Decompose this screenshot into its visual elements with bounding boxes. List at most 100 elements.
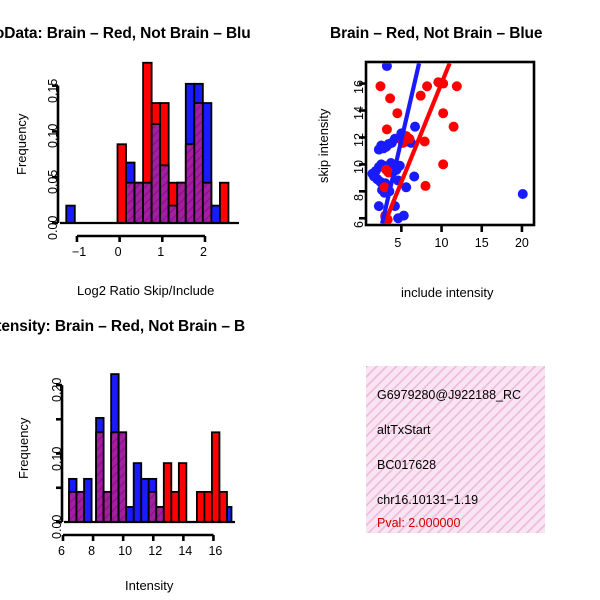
scatter-xlabel: include intensity (401, 285, 494, 300)
y-tick-label: 0.10 (46, 124, 60, 149)
histogram-bar (170, 490, 180, 523)
pval-line: Pval: 2.000000 (377, 516, 461, 530)
y-tick-label: 0.00 (50, 514, 64, 539)
intensity-histogram-title: ne Itensity: Brain – Red, Not Brain – B (0, 318, 246, 335)
scatter-point (398, 210, 409, 221)
scatter-point (401, 182, 412, 193)
histogram-bar-overlap (193, 102, 204, 224)
x-tick-label: 1 (157, 245, 165, 259)
scatter-point (409, 171, 420, 182)
ratio-histogram-title: RatioData: Brain – Red, Not Brain – Blu (0, 25, 251, 42)
info-line: chr16.10131−1.19 (377, 493, 479, 507)
x-tick-label: 6 (57, 544, 65, 558)
histogram-bar (219, 181, 230, 224)
x-tick-label: 2 (199, 245, 207, 259)
scatter-point (383, 167, 394, 178)
x-tick-label: 20 (514, 236, 529, 250)
scatter-plot (359, 60, 536, 232)
histogram-bar (116, 143, 127, 224)
scatter-point (517, 189, 528, 200)
scatter-point (419, 136, 430, 147)
histogram-bar-overlap (155, 506, 165, 523)
intensity-histogram-axes (56, 383, 235, 541)
x-tick-label: 14 (178, 544, 193, 558)
scatter-point (376, 140, 387, 151)
histogram-bar-overlap (167, 204, 179, 224)
scatter-point (410, 121, 421, 132)
y-tick-label: 16 (352, 79, 366, 94)
annotation-info-panel: G6979280@J922188_RC altTxStart BC017628 chr… (366, 366, 545, 533)
scatter-point (375, 81, 386, 92)
histogram-bar (218, 490, 228, 523)
scatter-point (379, 182, 390, 193)
scatter-point (420, 180, 431, 191)
scatter-points (367, 63, 528, 224)
y-tick-label: 6 (352, 221, 366, 229)
histogram-bar-overlap (75, 490, 85, 523)
regression-line (380, 63, 422, 224)
histogram-bar (140, 477, 150, 523)
histogram-bar (210, 204, 221, 224)
intensity-histogram-panel: ne Itensity: Brain – Red, Not Brain – B … (0, 300, 300, 600)
histogram-bar (177, 462, 188, 523)
histogram-bar (125, 506, 135, 523)
scatter-point (451, 81, 462, 92)
histogram-bar-overlap (201, 181, 213, 224)
histogram-bar-overlap (147, 490, 158, 523)
scatter-point (438, 159, 449, 170)
scatter-point (422, 81, 433, 92)
histogram-bar-overlap (110, 431, 120, 523)
histogram-bar-overlap (95, 431, 105, 523)
histogram-bar-overlap (125, 181, 136, 224)
histogram-bar (132, 462, 143, 523)
info-line: G6979280@J922188_RC (377, 388, 522, 402)
info-panel-background (366, 366, 545, 533)
ratio-histogram-plot (52, 61, 239, 242)
ratio-histogram-bars (65, 61, 230, 224)
ratio-histogram-xlabel: Log2 Ratio Skip/Include (77, 283, 215, 298)
intensity-histogram-plot (56, 373, 235, 541)
histogram-bar-overlap (184, 143, 196, 224)
scatter-point (448, 121, 459, 132)
scatter-point (385, 93, 396, 104)
scatter-point (373, 201, 384, 212)
y-tick-label: 0.00 (46, 215, 60, 240)
histogram-bar-overlap (117, 431, 128, 523)
histogram-bar (83, 477, 93, 523)
y-tick-label: 8 (352, 194, 366, 202)
y-tick-label: 10 (352, 160, 366, 175)
y-tick-label: 0.10 (50, 446, 64, 471)
scatter-axes (359, 82, 524, 232)
x-tick-label: 5 (394, 236, 402, 250)
histogram-bar (203, 490, 213, 523)
x-tick-label: 8 (88, 544, 96, 558)
regression-line (382, 63, 452, 224)
scatter-point (369, 171, 380, 182)
scatter-fit-lines (380, 63, 452, 224)
y-tick-label: 0.20 (50, 377, 64, 403)
histogram-bar (195, 490, 206, 523)
scatter-panel: Brain – Red, Not Brain – Blue skip inten… (300, 0, 600, 300)
histogram-bar (65, 204, 76, 224)
x-tick-label: 10 (118, 544, 133, 558)
x-tick-label: −1 (71, 245, 87, 259)
histogram-bar (211, 431, 221, 523)
histogram-bar-overlap (150, 123, 162, 224)
scatter-point (381, 63, 392, 72)
x-tick-label: 16 (208, 544, 223, 558)
scatter-point (415, 90, 426, 101)
histogram-bar-overlap (68, 490, 78, 523)
plot-frame (364, 60, 536, 227)
y-tick-label: 12 (352, 133, 366, 148)
ratio-histogram-axes (52, 84, 239, 242)
scatter-title: Brain – Red, Not Brain – Blue (330, 25, 543, 42)
histogram-bar-overlap (102, 490, 113, 523)
x-tick-label: 0 (114, 245, 122, 259)
x-tick-label: 10 (434, 236, 449, 250)
histogram-bar-overlap (142, 181, 153, 224)
histogram-bar (226, 506, 233, 523)
scatter-point (381, 124, 392, 135)
y-tick-label: 0.05 (46, 169, 60, 195)
y-tick-label: 14 (352, 106, 366, 121)
intensity-histogram-bars (68, 373, 233, 523)
